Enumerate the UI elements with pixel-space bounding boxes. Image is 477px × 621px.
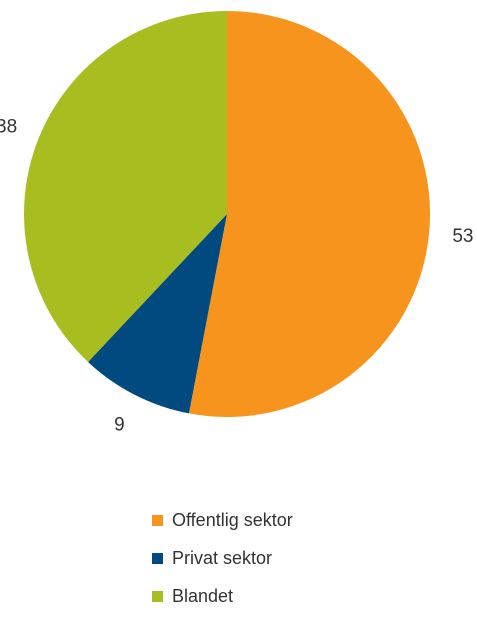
pie-slice-offentlig-sektor [188,10,431,417]
legend-item-offentlig-sektor: Offentlig sektor [152,507,293,533]
legend-swatch-blandet [152,590,163,602]
value-label-blandet: 38 [0,116,17,137]
legend: Offentlig sektor Privat sektor Blandet [152,507,293,621]
pie-slice-privat-sektor [88,214,227,414]
value-label-privat-sektor: 9 [114,415,125,436]
legend-item-blandet: Blandet [152,583,293,609]
legend-swatch-offentlig-sektor [152,514,163,526]
value-label-offentlig-sektor: 53 [452,226,473,247]
legend-label-offentlig-sektor: Offentlig sektor [172,509,293,530]
legend-label-privat-sektor: Privat sektor [172,547,273,568]
pie-slice-blandet [24,11,228,362]
pie-value-labels: 53 9 38 [0,116,473,435]
pie-slices [24,10,431,417]
legend-item-privat-sektor: Privat sektor [152,545,293,571]
legend-label-blandet: Blandet [172,585,234,606]
pie-chart: 53 9 38 [0,10,473,436]
legend-swatch-privat-sektor [152,552,163,564]
